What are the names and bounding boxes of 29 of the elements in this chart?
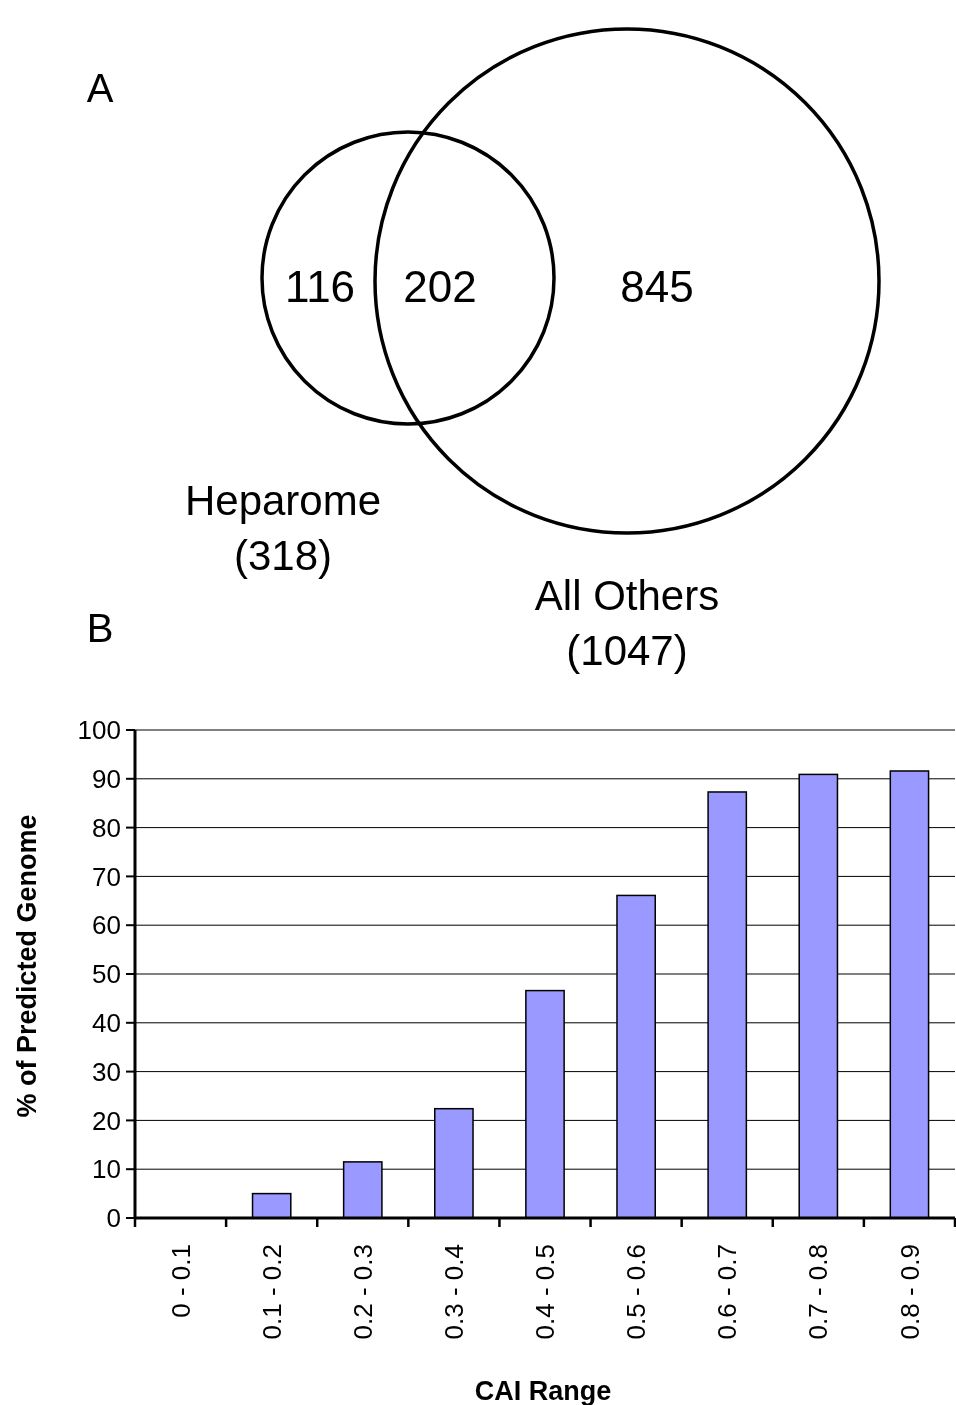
x-tick-label: 0.7 - 0.8 — [803, 1244, 834, 1340]
y-tick-label: 70 — [92, 861, 121, 892]
y-tick-label: 0 — [106, 1203, 121, 1234]
y-tick-label: 40 — [92, 1007, 121, 1038]
x-tick-label: 0.6 - 0.7 — [712, 1244, 743, 1340]
x-tick-label: 0.3 - 0.4 — [438, 1244, 469, 1340]
x-tick-label: 0.2 - 0.3 — [347, 1244, 378, 1340]
y-tick-label: 80 — [92, 812, 121, 843]
x-tick-label: 0.5 - 0.6 — [621, 1244, 652, 1340]
y-tick-label: 90 — [92, 763, 121, 794]
y-axis-title: % of Predicted Genome — [12, 814, 42, 1118]
data-label: 116 — [284, 262, 356, 311]
y-tick-label: 10 — [92, 1154, 121, 1185]
chart-title: B — [86, 606, 114, 650]
x-axis-title: CAI Range — [474, 1376, 612, 1405]
y-tick-label: 50 — [92, 959, 121, 990]
text: A — [86, 66, 114, 110]
y-tick-label: 20 — [92, 1105, 121, 1136]
data-label: 845 — [620, 262, 694, 311]
y-tick-label: 60 — [92, 910, 121, 941]
x-tick-label: 0.8 - 0.9 — [894, 1244, 925, 1340]
x-tick-label: 0.4 - 0.5 — [530, 1244, 561, 1340]
text: Heparome (318) — [184, 477, 382, 579]
data-label: 202 — [403, 262, 477, 311]
x-tick-label: 0 - 0.1 — [165, 1244, 196, 1318]
text: All Others (1047) — [534, 572, 720, 674]
x-tick-label: 0.1 - 0.2 — [256, 1244, 287, 1340]
y-tick-label: 30 — [92, 1056, 121, 1087]
y-tick-label: 100 — [77, 715, 121, 746]
